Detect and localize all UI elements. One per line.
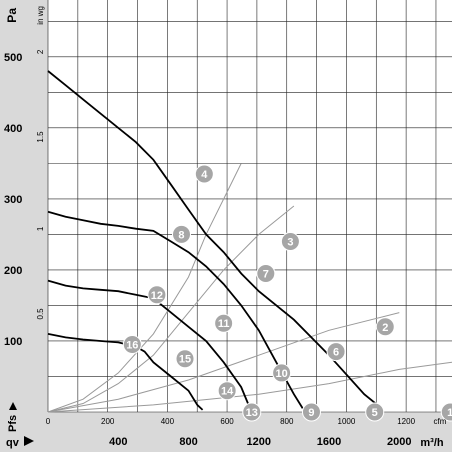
point-label-8: 8 [171,224,191,244]
point-number: 16 [126,340,138,352]
y-unit-inwg: in wg [36,6,45,25]
y-tick-pa: 400 [4,123,22,135]
point-number: 15 [179,354,191,366]
x-tick-m3h: 2000 [387,436,411,448]
system-curve [47,205,295,413]
x-unit-cfm: cfm [434,417,447,426]
point-label-1: 1 [440,402,452,422]
point-number: 13 [246,407,258,419]
point-label-11: 11 [214,313,234,333]
point-label-14: 14 [217,381,237,401]
y-axis-symbol: Pfs [7,415,19,432]
point-label-10: 10 [272,363,292,383]
x-tick-m3h: 400 [109,436,127,448]
system-curves [47,163,452,413]
grid-layer [47,0,452,413]
point-label-15: 15 [175,349,195,369]
point-number: 5 [372,407,378,419]
x-unit-m3h: m³/h [420,437,444,449]
x-tick-cfm: 1200 [397,417,415,426]
point-marker [122,335,142,355]
point-marker [301,402,321,422]
point-marker [256,263,276,283]
point-marker [375,317,395,337]
x-tick-cfm: 0 [46,417,51,426]
point-label-16: 16 [122,335,142,355]
point-marker [147,285,167,305]
y-tick-pa: 300 [4,194,22,206]
x-axis-symbol: qv [6,437,20,449]
y-tick-pa: 200 [4,265,22,277]
y-tick-inwg: 1.5 [36,131,45,143]
point-number: 9 [308,407,314,419]
point-label-6: 6 [326,342,346,362]
point-marker [440,402,452,422]
y-unit-pa: Pa [5,8,19,23]
point-label-5: 5 [365,402,385,422]
point-label-3: 3 [280,232,300,252]
system-curve [47,163,242,413]
point-marker [175,349,195,369]
point-marker [326,342,346,362]
system-curve [47,361,452,413]
point-label-9: 9 [301,402,321,422]
x-tick-cfm: 200 [101,417,115,426]
x-tick-m3h: 1600 [317,436,341,448]
point-label-12: 12 [147,285,167,305]
x-tick-cfm: 1000 [338,417,356,426]
point-number: 6 [333,347,339,359]
point-number: 2 [382,322,388,334]
fan-curve-2 [47,210,304,409]
point-marker [214,313,234,333]
point-marker [272,363,292,383]
point-marker [242,402,262,422]
point-number: 4 [201,169,208,181]
point-number: 11 [218,318,230,330]
point-marker [171,224,191,244]
axis-labels: 100 200 300 400 500 0.5 1 1.5 2 Pa in wg Pfs 0 200 400… [4,6,447,449]
point-label-2: 2 [375,317,395,337]
point-label-13: 13 [242,402,262,422]
point-marker [194,164,214,184]
point-label-4: 4 [194,164,214,184]
fan-curve-1 [47,70,383,410]
point-marker [280,232,300,252]
y-tick-inwg: 0.5 [36,308,45,320]
point-number: 10 [275,368,287,380]
point-marker [217,381,237,401]
y-tick-pa: 500 [4,52,22,64]
point-number: 12 [151,290,163,302]
system-curve [47,312,400,413]
point-label-7: 7 [256,263,276,283]
point-number: 7 [263,268,269,280]
point-number: 1 [447,407,452,419]
x-tick-m3h: 800 [179,436,197,448]
y-tick-inwg: 2 [36,49,45,54]
point-number: 14 [221,386,234,398]
point-number: 8 [178,229,184,241]
point-number: 3 [287,237,293,249]
y-tick-inwg: 1 [36,226,45,231]
y-tick-pa: 100 [4,336,22,348]
point-marker [365,402,385,422]
x-axis-arrow [24,436,34,446]
y-axis-arrow [9,402,17,410]
x-tick-cfm: 800 [280,417,294,426]
x-tick-cfm: 600 [220,417,234,426]
x-tick-m3h: 1200 [247,436,271,448]
plot-area [48,0,452,412]
x-tick-cfm: 400 [161,417,175,426]
